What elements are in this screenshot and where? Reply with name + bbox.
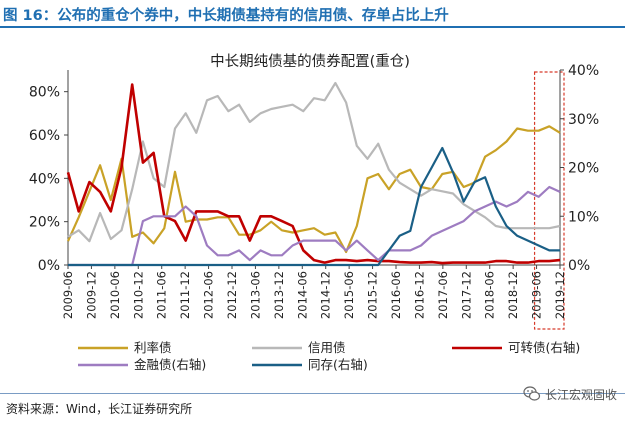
y-left-tick-label: 80% <box>29 85 60 101</box>
chart: 中长期纯债基的债券配置(重仓) 0% 20% 40% 60% 80% 0% 10% 20% 30… <box>29 53 599 372</box>
x-tick-label: 2009-12 <box>84 271 98 319</box>
x-tick-label: 2014-12 <box>319 271 333 319</box>
legend: 利率债 信用债 可转债(右轴) 金融债(右轴) 同存(右轴) <box>78 340 580 372</box>
x-tick-label: 2011-12 <box>178 271 192 319</box>
y-left-tick-label: 20% <box>29 215 60 231</box>
y-right-tick-label: 10% <box>568 209 599 225</box>
legend-label-0: 利率债 <box>134 340 172 355</box>
series-line-2 <box>66 83 561 265</box>
chart-title: 中长期纯债基的债券配置(重仓) <box>210 53 410 70</box>
series-line-4 <box>68 146 560 267</box>
figure-title: 图 16：公布的重仓个券中，中长期债基持有的信用债、存单占比上升 <box>3 8 449 24</box>
x-tick-label: 2013-12 <box>272 271 286 319</box>
x-tick-label: 2018-06 <box>483 271 497 319</box>
x-tick-label: 2015-12 <box>366 271 380 319</box>
y-right-tick-label: 20% <box>568 161 599 177</box>
source-note: 资料来源：Wind，长江证券研究所 <box>6 402 193 416</box>
x-tick-label: 2009-06 <box>61 271 75 319</box>
x-tick-label: 2016-12 <box>412 271 426 319</box>
legend-label-3: 金融债(右轴) <box>134 357 206 372</box>
x-tick-label: 2016-06 <box>389 271 403 319</box>
x-tick-label: 2012-06 <box>202 271 216 319</box>
legend-label-4: 同存(右轴) <box>308 357 368 372</box>
y-right-tick-label: 40% <box>568 63 599 79</box>
x-tick-label: 2011-06 <box>155 271 169 319</box>
series-line-1 <box>67 81 561 243</box>
legend-label-1: 信用债 <box>308 340 346 355</box>
footer-divider <box>0 393 625 394</box>
legend-label-2: 可转债(右轴) <box>508 340 580 355</box>
highlight-box <box>533 71 565 330</box>
x-tick-label: 2015-06 <box>342 271 356 319</box>
x-tick-label: 2017-06 <box>436 271 450 319</box>
figure-header: 图 16：公布的重仓个券中，中长期债基持有的信用债、存单占比上升 <box>0 0 625 28</box>
x-tick-label: 2019-12 <box>553 271 567 319</box>
series-layer <box>66 81 561 267</box>
y-left-tick-label: 0% <box>38 258 60 274</box>
wechat-icon <box>523 386 541 401</box>
brand-name: 长江宏观固收 <box>544 387 617 402</box>
x-tick-label: 2014-06 <box>295 271 309 319</box>
x-tick-label: 2018-12 <box>506 271 520 319</box>
axes: 0% 20% 40% 60% 80% 0% 10% 20% 30% 40% 2009-06 2009-… <box>29 63 599 330</box>
x-tick-label: 2019-06 <box>530 271 544 319</box>
series-line-0 <box>66 125 561 254</box>
x-tick-label: 2012-12 <box>225 271 239 319</box>
series-line-3 <box>68 185 561 267</box>
x-tick-label: 2017-12 <box>459 271 473 319</box>
y-left-tick-label: 60% <box>29 128 60 144</box>
x-tick-label: 2010-06 <box>108 271 122 319</box>
y-right-tick-label: 30% <box>568 112 599 128</box>
brand-watermark: 长江宏观固收 <box>523 385 617 403</box>
y-right-tick-label: 0% <box>568 258 590 274</box>
y-left-tick-label: 40% <box>29 171 60 187</box>
x-tick-label: 2010-12 <box>131 271 145 319</box>
x-tick-label: 2013-06 <box>248 271 262 319</box>
